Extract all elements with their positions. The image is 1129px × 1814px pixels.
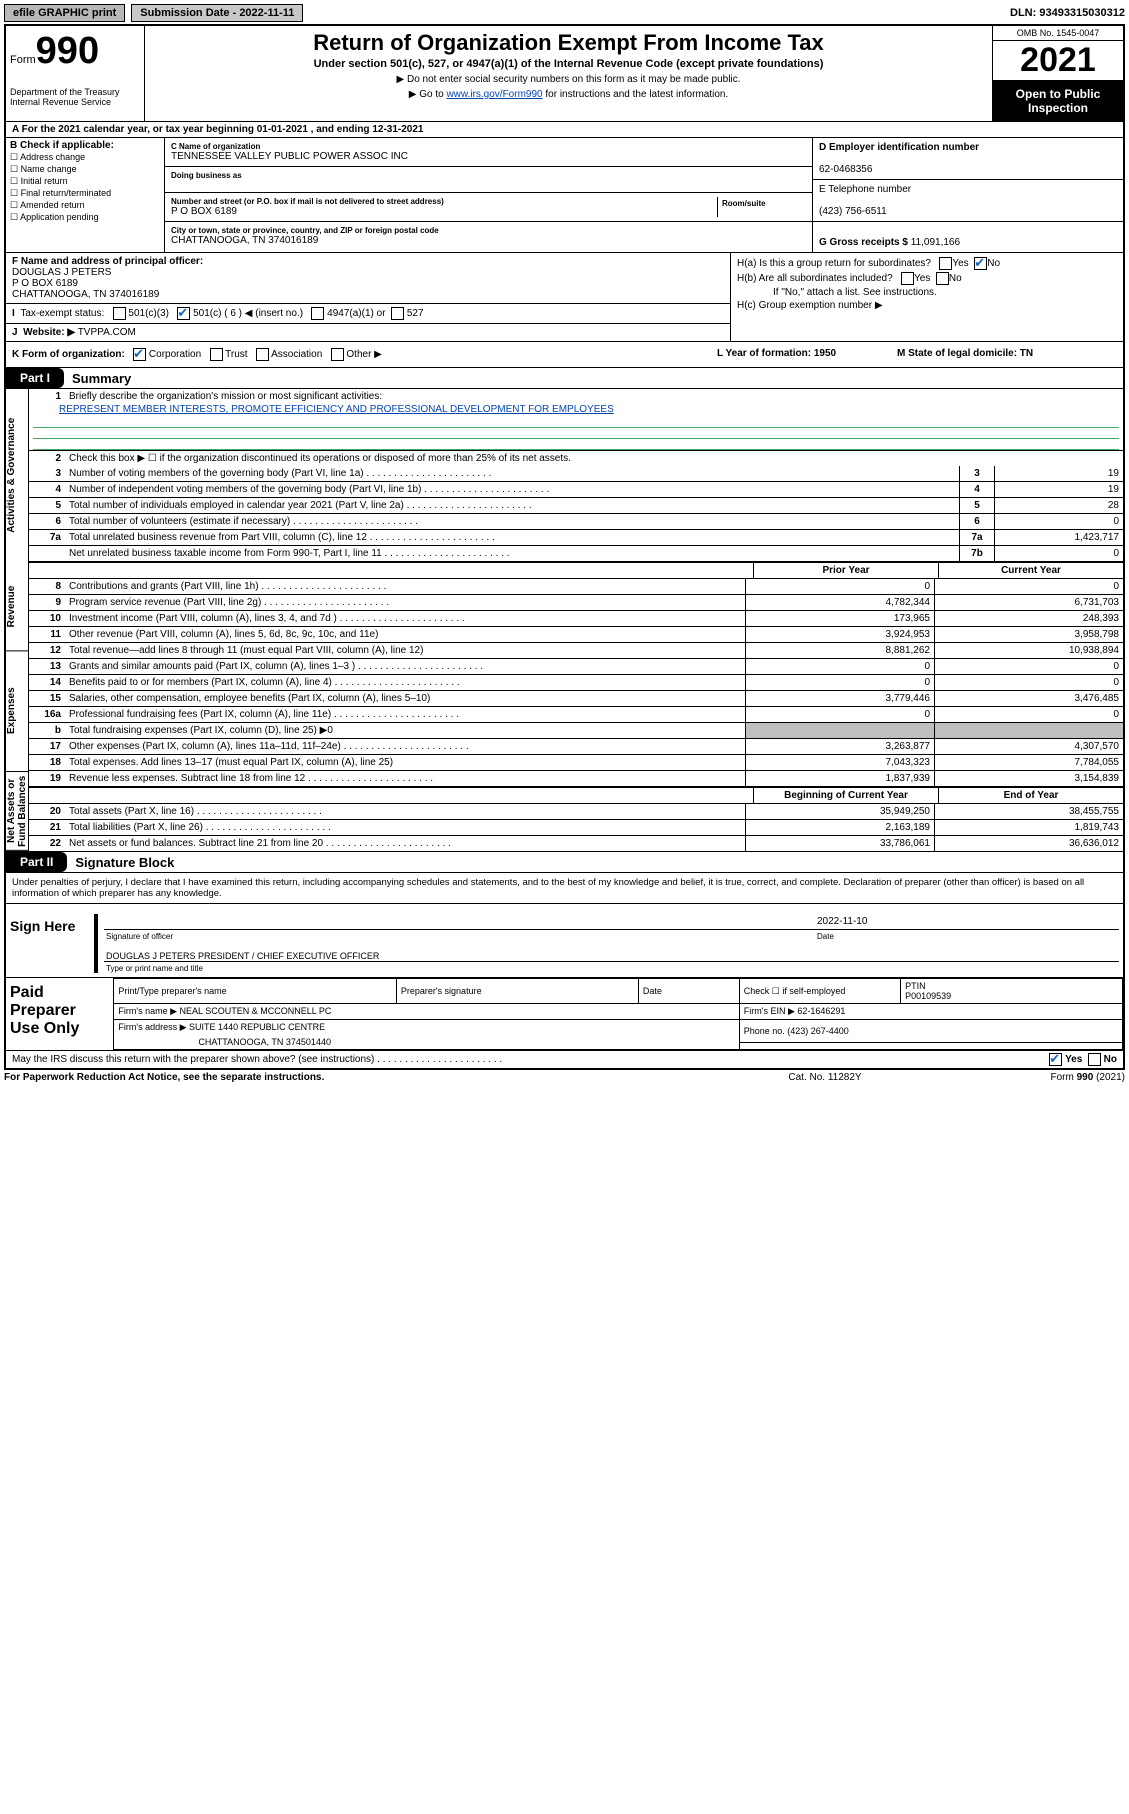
org-street: P O BOX 6189 xyxy=(171,206,717,217)
firm-phone: Phone no. (423) 267-4400 xyxy=(739,1020,1122,1043)
cb-501c[interactable] xyxy=(177,307,190,320)
mission-link[interactable]: REPRESENT MEMBER INTERESTS, PROMOTE EFFI… xyxy=(59,404,614,415)
ein-value: 62-0468356 xyxy=(819,164,872,175)
tel-value: (423) 756-6511 xyxy=(819,206,887,217)
firm-name: Firm's name ▶ NEAL SCOUTEN & MCCONNELL P… xyxy=(114,1004,739,1020)
group-return-col: H(a) Is this a group return for subordin… xyxy=(731,253,1123,341)
tax-exempt-status: I Tax-exempt status: 501(c)(3) 501(c) ( … xyxy=(6,304,730,324)
prior-current-header: Prior YearCurrent Year xyxy=(29,562,1123,579)
form-header: Form990 Department of the Treasury Inter… xyxy=(6,26,1123,122)
side-tabs: Activities & Governance Revenue Expenses… xyxy=(6,389,29,851)
val-l4: 19 xyxy=(994,482,1123,497)
page-footer: For Paperwork Reduction Act Notice, see … xyxy=(4,1070,1125,1085)
cb-501c3[interactable] xyxy=(113,307,126,320)
sign-date: 2022-11-10 xyxy=(815,914,1119,929)
cb-other[interactable] xyxy=(331,348,344,361)
cb-address-change[interactable]: ☐ Address change xyxy=(10,152,160,163)
cb-final-return[interactable]: ☐ Final return/terminated xyxy=(10,188,160,199)
cb-ha-yes[interactable] xyxy=(939,257,952,270)
part1-header: Part I Summary xyxy=(6,368,1123,389)
website-value: TVPPA.COM xyxy=(78,327,136,338)
penalty-text: Under penalties of perjury, I declare th… xyxy=(6,873,1123,904)
principal-officer: F Name and address of principal officer:… xyxy=(6,253,730,304)
cb-self-employed[interactable]: Check ☐ if self-employed xyxy=(739,979,900,1004)
year-formation: L Year of formation: 1950 xyxy=(717,348,836,359)
cb-amended-return[interactable]: ☐ Amended return xyxy=(10,200,160,211)
cb-discuss-no[interactable] xyxy=(1088,1053,1101,1066)
cb-assoc[interactable] xyxy=(256,348,269,361)
irs-link[interactable]: www.irs.gov/Form990 xyxy=(446,89,542,100)
omb-year-box: OMB No. 1545-0047 2021 Open to Public In… xyxy=(992,26,1123,121)
form-org-row: K Form of organization: Corporation Trus… xyxy=(6,342,1123,368)
cb-527[interactable] xyxy=(391,307,404,320)
val-l7a: 1,423,717 xyxy=(994,530,1123,545)
website-row: J Website: ▶ TVPPA.COM xyxy=(6,324,730,341)
dln-label: DLN: 93493315030312 xyxy=(1010,7,1125,19)
val-l3: 19 xyxy=(994,466,1123,481)
val-l7b: 0 xyxy=(994,546,1123,561)
cb-trust[interactable] xyxy=(210,348,223,361)
preparer-block: Paid Preparer Use Only Print/Type prepar… xyxy=(6,978,1123,1051)
form-title-box: Return of Organization Exempt From Incom… xyxy=(145,26,992,121)
gross-receipts: 11,091,166 xyxy=(911,237,960,248)
cb-4947[interactable] xyxy=(311,307,324,320)
cb-corp[interactable] xyxy=(133,348,146,361)
firm-address: Firm's address ▶ SUITE 1440 REPUBLIC CEN… xyxy=(118,1022,734,1033)
summary-body: Activities & Governance Revenue Expenses… xyxy=(6,389,1123,852)
cb-initial-return[interactable]: ☐ Initial return xyxy=(10,176,160,187)
part2-header: Part II Signature Block xyxy=(6,852,1123,873)
ein-contact-col: D Employer identification number 62-0468… xyxy=(812,138,1123,252)
cb-app-pending[interactable]: ☐ Application pending xyxy=(10,212,160,223)
form-990-page: Form990 Department of the Treasury Inter… xyxy=(4,24,1125,1070)
begin-end-header: Beginning of Current YearEnd of Year xyxy=(29,787,1123,804)
cb-hb-no[interactable] xyxy=(936,272,949,285)
state-domicile: M State of legal domicile: TN xyxy=(897,348,1033,359)
signature-block: Sign Here 2022-11-10 Signature of office… xyxy=(6,904,1123,978)
org-city: CHATTANOOGA, TN 374016189 xyxy=(171,235,806,246)
cb-ha-no[interactable] xyxy=(974,257,987,270)
officer-status-block: F Name and address of principal officer:… xyxy=(6,253,1123,342)
discuss-row: May the IRS discuss this return with the… xyxy=(6,1051,1123,1068)
org-name: TENNESSEE VALLEY PUBLIC POWER ASSOC INC xyxy=(171,151,806,162)
efile-print-btn[interactable]: efile GRAPHIC print xyxy=(4,4,125,22)
topbar: efile GRAPHIC print Submission Date - 20… xyxy=(4,4,1125,22)
org-name-col: C Name of organization TENNESSEE VALLEY … xyxy=(165,138,812,252)
officer-name: DOUGLAS J PETERS PRESIDENT / CHIEF EXECU… xyxy=(104,945,1119,961)
val-l5: 28 xyxy=(994,498,1123,513)
tax-year-row: A For the 2021 calendar year, or tax yea… xyxy=(6,122,1123,138)
cb-hb-yes[interactable] xyxy=(901,272,914,285)
firm-ein: Firm's EIN ▶ 62-1646291 xyxy=(739,1004,1122,1020)
ptin-value: P00109539 xyxy=(905,991,951,1001)
dept-treasury: Department of the Treasury Internal Reve… xyxy=(10,87,140,107)
submission-date-btn[interactable]: Submission Date - 2022-11-11 xyxy=(131,4,303,22)
org-info-block: B Check if applicable: ☐ Address change … xyxy=(6,138,1123,253)
check-applicable-col: B Check if applicable: ☐ Address change … xyxy=(6,138,165,252)
cb-name-change[interactable]: ☐ Name change xyxy=(10,164,160,175)
form-number-box: Form990 Department of the Treasury Inter… xyxy=(6,26,145,121)
cb-discuss-yes[interactable] xyxy=(1049,1053,1062,1066)
val-l6: 0 xyxy=(994,514,1123,529)
